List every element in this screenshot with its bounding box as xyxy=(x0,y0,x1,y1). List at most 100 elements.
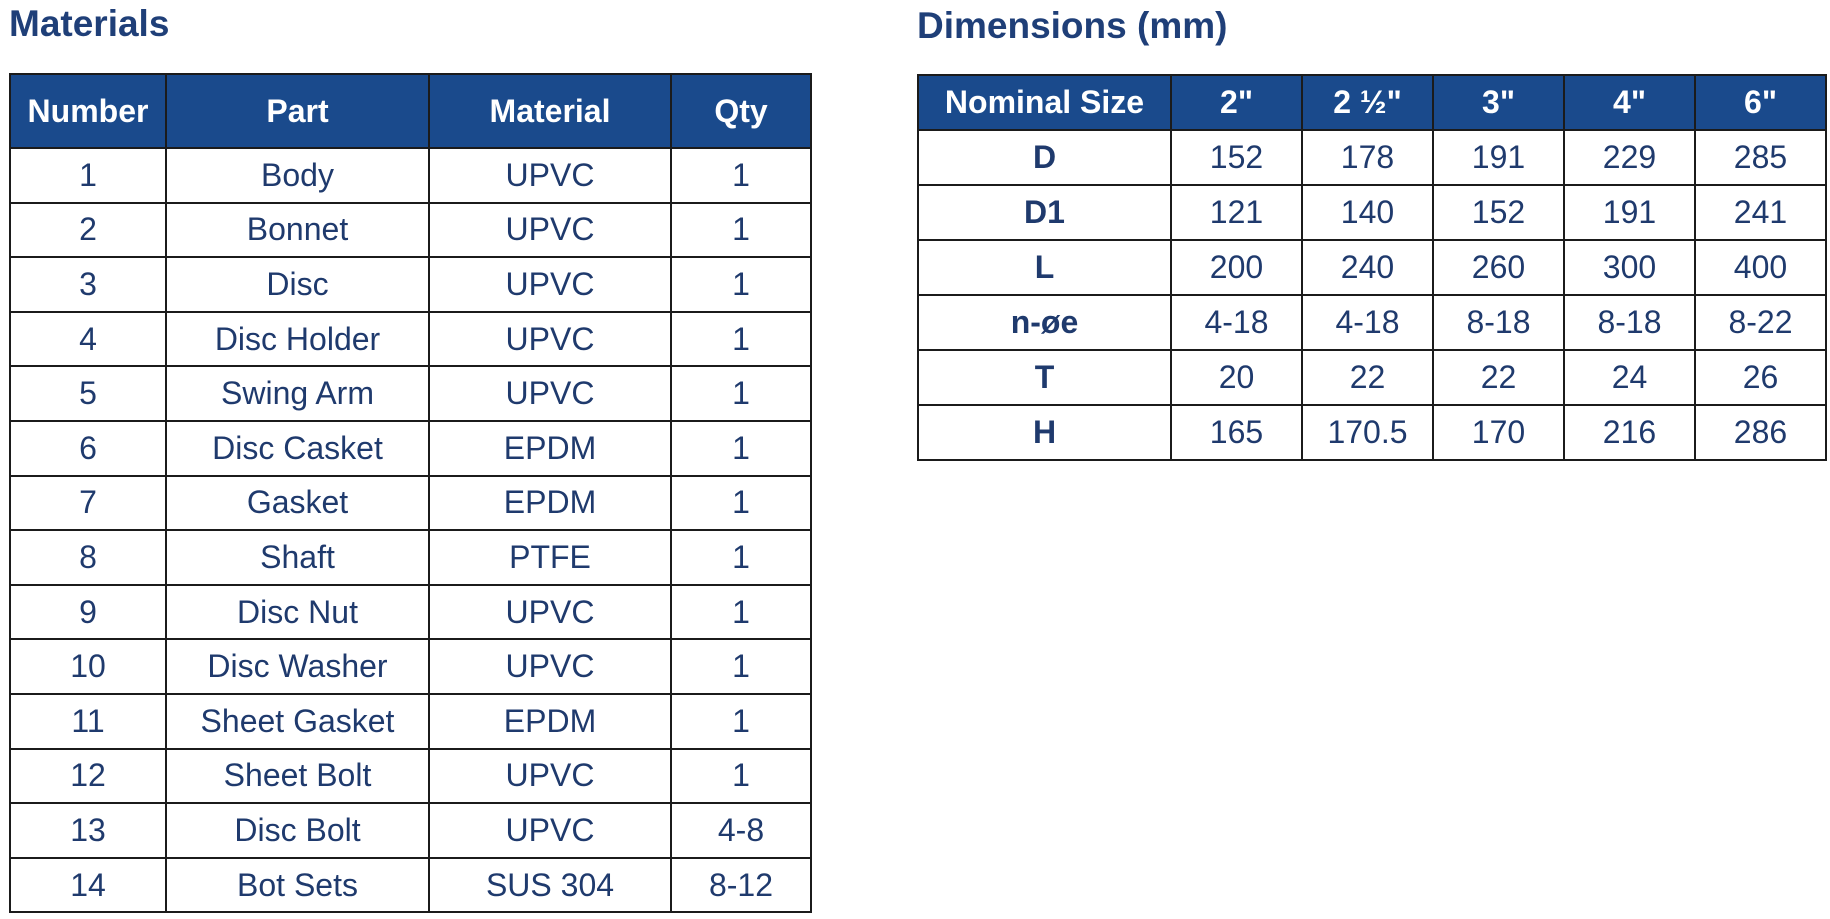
cell: 10 xyxy=(9,638,167,695)
header-cell: 6" xyxy=(1694,74,1827,131)
cell: Shaft xyxy=(165,529,430,586)
row: D 152 178 191 229 285 xyxy=(917,129,1827,186)
cell: 170.5 xyxy=(1301,404,1434,461)
row: 7 Gasket EPDM 1 xyxy=(9,474,812,532)
cell: 1 xyxy=(670,201,812,259)
cell: UPVC xyxy=(428,747,672,805)
dimensions-title: Dimensions (mm) xyxy=(917,5,1228,46)
row: 10 Disc Washer UPVC 1 xyxy=(9,638,812,695)
cell: Bot Sets xyxy=(165,856,430,914)
cell: 1 xyxy=(670,692,812,750)
header-row: Number Part Material Qty xyxy=(9,73,812,149)
row: T 20 22 22 24 26 xyxy=(917,349,1827,406)
materials-title: Materials xyxy=(9,3,170,44)
cell: Disc Nut xyxy=(165,583,430,641)
cell: Disc Holder xyxy=(165,310,430,368)
cell: 1 xyxy=(670,256,812,313)
cell: EPDM xyxy=(428,692,672,750)
cell: 240 xyxy=(1301,239,1434,296)
cell: UPVC xyxy=(428,310,672,368)
cell: 4 xyxy=(9,310,167,368)
cell: UPVC xyxy=(428,256,672,313)
cell: UPVC xyxy=(428,583,672,641)
cell: T xyxy=(917,349,1172,406)
cell: Swing Arm xyxy=(165,365,430,422)
header-cell: 2" xyxy=(1170,74,1303,131)
cell: 8 xyxy=(9,529,167,586)
cell: 121 xyxy=(1170,184,1303,241)
cell: 241 xyxy=(1694,184,1827,241)
cell: 9 xyxy=(9,583,167,641)
row: 3 Disc UPVC 1 xyxy=(9,256,812,313)
cell: 1 xyxy=(670,747,812,805)
cell: L xyxy=(917,239,1172,296)
cell: Disc xyxy=(165,256,430,313)
cell: Sheet Gasket xyxy=(165,692,430,750)
header-cell: 2 ½" xyxy=(1301,74,1434,131)
row: 8 Shaft PTFE 1 xyxy=(9,529,812,586)
cell: 13 xyxy=(9,802,167,859)
cell: 8-18 xyxy=(1563,294,1696,351)
cell: 26 xyxy=(1694,349,1827,406)
cell: 12 xyxy=(9,747,167,805)
cell: 1 xyxy=(670,365,812,422)
materials-table: Number Part Material Qty 1 Body UPVC 1 2 Bonnet UP… xyxy=(9,73,812,914)
cell: 300 xyxy=(1563,239,1696,296)
header-cell: Nominal Size xyxy=(917,74,1172,131)
row: 6 Disc Casket EPDM 1 xyxy=(9,419,812,477)
cell: H xyxy=(917,404,1172,461)
header-cell: Number xyxy=(9,73,167,149)
cell: UPVC xyxy=(428,201,672,259)
cell: 1 xyxy=(670,529,812,586)
cell: 152 xyxy=(1170,129,1303,186)
cell: 1 xyxy=(670,638,812,695)
cell: 5 xyxy=(9,365,167,422)
cell: 260 xyxy=(1432,239,1565,296)
cell: 285 xyxy=(1694,129,1827,186)
cell: PTFE xyxy=(428,529,672,586)
cell: 170 xyxy=(1432,404,1565,461)
row: 12 Sheet Bolt UPVC 1 xyxy=(9,747,812,805)
cell: 4-8 xyxy=(670,802,812,859)
cell: Disc Bolt xyxy=(165,802,430,859)
cell: 20 xyxy=(1170,349,1303,406)
cell: 8-22 xyxy=(1694,294,1827,351)
cell: 140 xyxy=(1301,184,1434,241)
cell: Sheet Bolt xyxy=(165,747,430,805)
cell: 1 xyxy=(670,474,812,532)
row: 4 Disc Holder UPVC 1 xyxy=(9,310,812,368)
cell: SUS 304 xyxy=(428,856,672,914)
cell: 7 xyxy=(9,474,167,532)
cell: 178 xyxy=(1301,129,1434,186)
cell: 191 xyxy=(1432,129,1565,186)
cell: D xyxy=(917,129,1172,186)
row: 5 Swing Arm UPVC 1 xyxy=(9,365,812,422)
cell: 3 xyxy=(9,256,167,313)
row: L 200 240 260 300 400 xyxy=(917,239,1827,296)
cell: 22 xyxy=(1301,349,1434,406)
cell: UPVC xyxy=(428,638,672,695)
cell: 8-12 xyxy=(670,856,812,914)
cell: UPVC xyxy=(428,365,672,422)
cell: 1 xyxy=(670,147,812,204)
cell: 200 xyxy=(1170,239,1303,296)
cell: 4-18 xyxy=(1301,294,1434,351)
header-cell: Qty xyxy=(670,73,812,149)
header-cell: Part xyxy=(165,73,430,149)
row: 9 Disc Nut UPVC 1 xyxy=(9,583,812,641)
row: 1 Body UPVC 1 xyxy=(9,147,812,204)
cell: 400 xyxy=(1694,239,1827,296)
cell: Body xyxy=(165,147,430,204)
cell: 229 xyxy=(1563,129,1696,186)
cell: 286 xyxy=(1694,404,1827,461)
cell: 1 xyxy=(670,419,812,477)
cell: Bonnet xyxy=(165,201,430,259)
cell: Gasket xyxy=(165,474,430,532)
cell: 191 xyxy=(1563,184,1696,241)
row: 14 Bot Sets SUS 304 8-12 xyxy=(9,856,812,914)
cell: UPVC xyxy=(428,147,672,204)
cell: 165 xyxy=(1170,404,1303,461)
cell: EPDM xyxy=(428,474,672,532)
header-cell: 4" xyxy=(1563,74,1696,131)
